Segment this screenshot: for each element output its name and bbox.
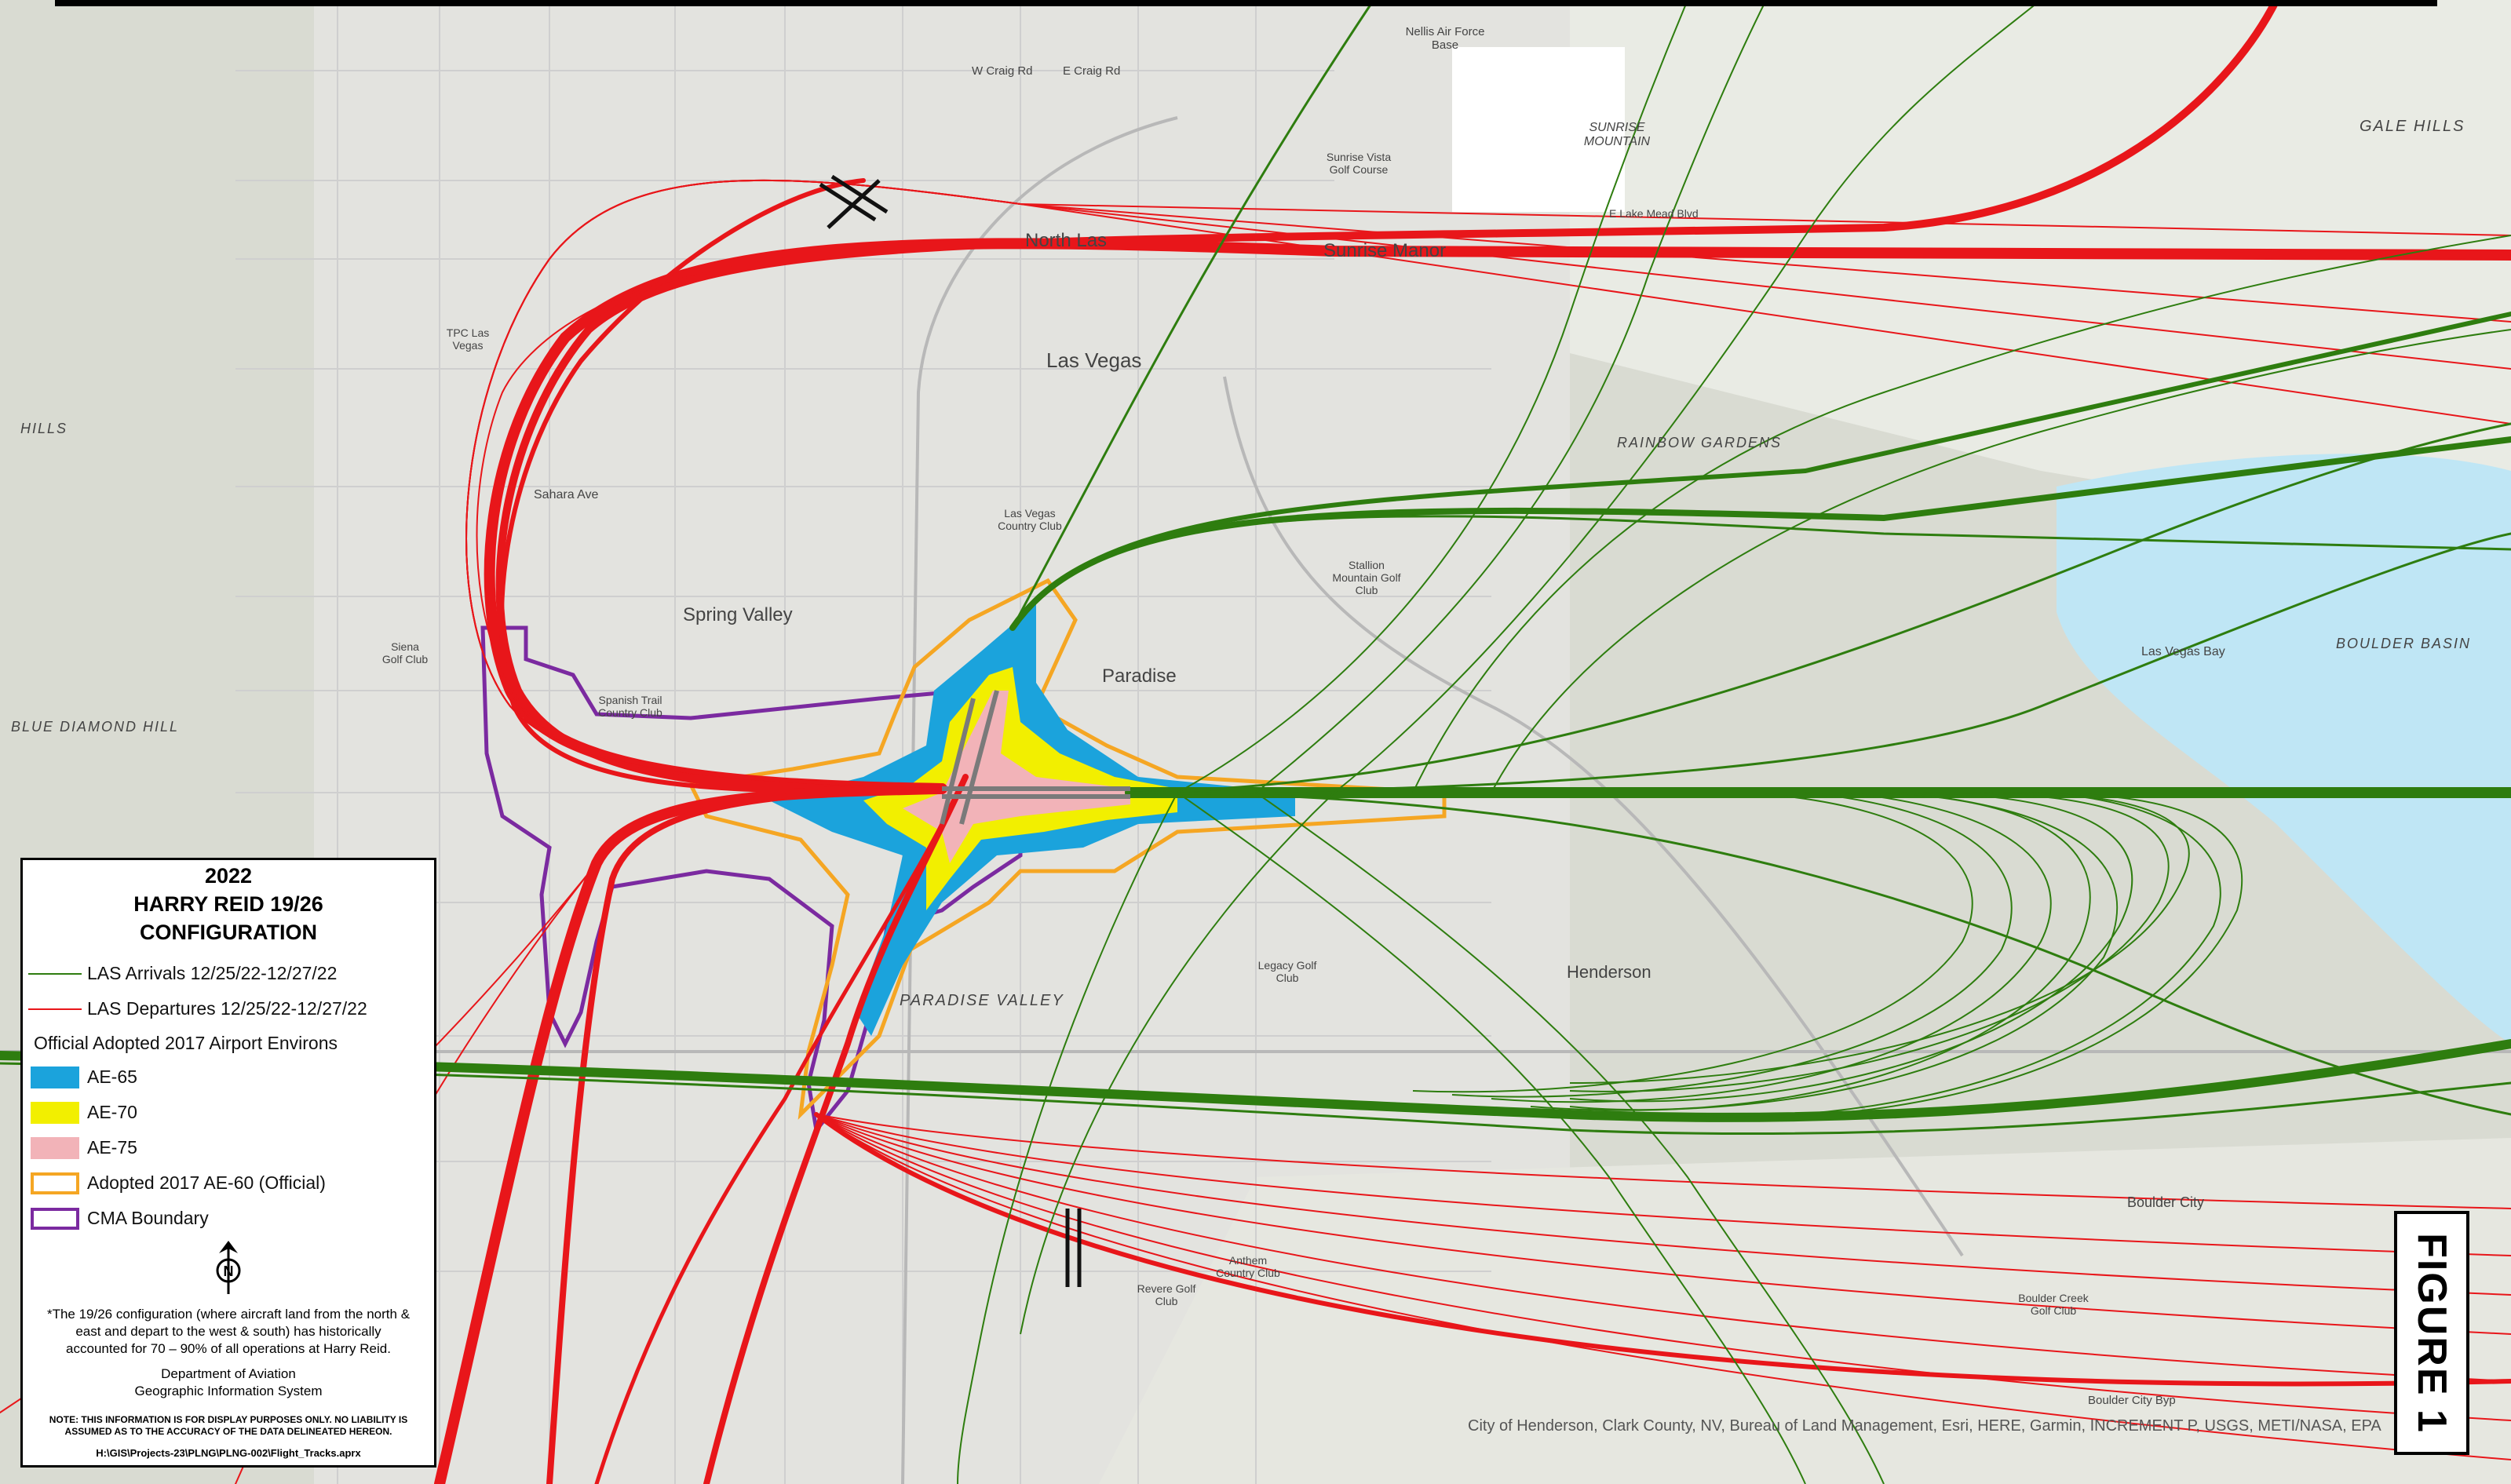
map-label-north-las: North Las (1025, 230, 1108, 251)
nellis-afb-area (1452, 47, 1625, 212)
map-label-gale-hills: GALE HILLS (2360, 118, 2465, 135)
map-label-anthem-cc: Anthem Country Club (1216, 1254, 1280, 1279)
mountain-terrain-south (1099, 1138, 2511, 1484)
map-label-nellis-afb: Nellis Air Force Base (1405, 25, 1485, 52)
arrival-loops (957, 0, 2511, 1484)
legend-item-arrivals: LAS Arrivals 12/25/22-12/27/22 (23, 956, 434, 991)
legend-item-departures: LAS Departures 12/25/22-12/27/22 (23, 991, 434, 1026)
map-label-sunrise-manor: Sunrise Manor (1323, 240, 1447, 261)
map-label-henderson: Henderson (1567, 962, 1651, 982)
legend-arrivals-label: LAS Arrivals 12/25/22-12/27/22 (87, 963, 338, 983)
legend-note: *The 19/26 configuration (where aircraft… (46, 1307, 411, 1356)
legend-file-path: H:\GIS\Projects-23\PLNG\PLNG-002\Flight_… (96, 1447, 361, 1459)
legend-subtitle: CONFIGURATION (140, 921, 317, 944)
ae65-swatch (31, 1066, 79, 1088)
map-label-boulder-city-byp: Boulder City Byp (2088, 1394, 2176, 1407)
map-label-revere-golf: Revere Golf Club (1137, 1282, 1196, 1307)
map-legend: 2022 HARRY REID 19/26 CONFIGURATION LAS … (20, 858, 436, 1468)
map-label-siena-golf: Siena Golf Club (381, 640, 429, 665)
legend-item-ae60: Adopted 2017 AE-60 (Official) (23, 1165, 434, 1201)
map-label-boulder-city: Boulder City (2127, 1194, 2205, 1210)
arrival-tracks (0, 0, 2511, 1136)
ae70-swatch (31, 1101, 79, 1124)
figure-label-box: FIGURE 1 (2394, 1211, 2469, 1455)
legend-ae75-label: AE-75 (87, 1137, 137, 1158)
map-label-e-craig-rd: E Craig Rd (1063, 64, 1121, 78)
map-label-w-craig-rd: W Craig Rd (972, 64, 1033, 78)
map-label-lv-country-club: Las Vegas Country Club (998, 507, 1062, 532)
lake-mead (2057, 454, 2511, 1044)
map-label-las-vegas: Las Vegas (1046, 348, 1142, 372)
legend-dept-line2: Geographic Information System (134, 1384, 323, 1398)
map-label-paradise-valley: PARADISE VALLEY (900, 992, 1064, 1009)
mountain-terrain-east (1570, 0, 2511, 549)
map-label-rainbow-gardens: RAINBOW GARDENS (1617, 435, 1783, 450)
map-label-hills: HILLS (20, 421, 68, 436)
legend-cma-label: CMA Boundary (87, 1208, 209, 1228)
legend-departures-label: LAS Departures 12/25/22-12/27/22 (87, 998, 367, 1019)
figure-label: FIGURE 1 (2409, 1232, 2455, 1434)
arrivals-line-symbol (28, 972, 82, 975)
legend-ae65-label: AE-65 (87, 1067, 137, 1087)
other-runways (819, 174, 1082, 1287)
ae60-swatch (31, 1172, 79, 1194)
legend-item-ae75: AE-75 (23, 1130, 434, 1165)
legend-ae60-label: Adopted 2017 AE-60 (Official) (87, 1172, 326, 1193)
ae75-swatch (31, 1136, 79, 1159)
map-label-sahara-ave: Sahara Ave (534, 488, 599, 501)
north-arrow-letter: N (224, 1263, 234, 1279)
map-label-paradise: Paradise (1102, 665, 1177, 687)
north-arrow: N (23, 1239, 434, 1300)
legend-disclaimer: NOTE: THIS INFORMATION IS FOR DISPLAY PU… (49, 1414, 408, 1437)
cma-boundary (480, 625, 1110, 1135)
map-label-legacy-golf: Legacy Golf Club (1257, 959, 1317, 984)
map-label-blue-diamond-hill: BLUE DIAMOND HILL (11, 719, 180, 735)
map-label-spanish-trail: Spanish Trail Country Club (598, 694, 662, 719)
map-credits: City of Henderson, Clark County, NV, Bur… (1468, 1417, 2381, 1435)
ae75-contour (903, 691, 1130, 863)
legend-item-ae65: AE-65 (23, 1059, 434, 1095)
map-label-sunrise-vista: Sunrise Vista Golf Course (1326, 151, 1392, 176)
cma-swatch (31, 1207, 79, 1230)
departures-line-symbol (28, 1008, 82, 1010)
legend-year: 2022 (204, 864, 253, 888)
map-label-las-vegas-bay: Las Vegas Bay (2141, 645, 2225, 658)
top-border-bar (55, 0, 2437, 6)
map-label-spring-valley: Spring Valley (683, 604, 793, 625)
map-label-sunrise-mountain: SUNRISE MOUNTAIN (1583, 121, 1651, 148)
runways (940, 690, 1130, 825)
map-label-boulder-basin: BOULDER BASIN (2336, 636, 2472, 651)
legend-item-cma: CMA Boundary (23, 1201, 434, 1236)
map-label-boulder-creek: Boulder Creek Golf Club (2018, 1292, 2089, 1317)
legend-environs-heading: Official Adopted 2017 Airport Environs (34, 1033, 338, 1053)
map-label-e-lake-mead: E Lake Mead Blvd (1609, 207, 1699, 220)
map-label-stallion-mountain: Stallion Mountain Golf Club (1332, 559, 1401, 596)
north-arrow-icon: N (216, 1241, 241, 1294)
map-label-tpc-las-vegas: TPC Las Vegas (446, 326, 490, 352)
legend-ae70-label: AE-70 (87, 1102, 137, 1122)
legend-title: HARRY REID 19/26 (133, 892, 323, 916)
legend-dept-line1: Department of Aviation (161, 1366, 296, 1381)
legend-item-ae70: AE-70 (23, 1095, 434, 1130)
